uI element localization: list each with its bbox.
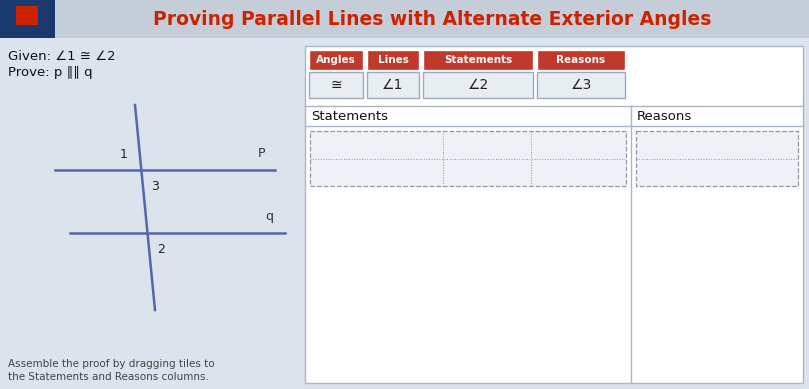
Text: Reasons: Reasons xyxy=(557,55,606,65)
Text: Prove: p ∥∥ q: Prove: p ∥∥ q xyxy=(8,66,92,79)
Text: 2: 2 xyxy=(158,242,165,256)
Text: Statements: Statements xyxy=(311,110,388,123)
Bar xyxy=(309,72,363,98)
Bar xyxy=(16,6,39,25)
Bar xyxy=(367,72,419,98)
Text: ∠1: ∠1 xyxy=(383,78,404,92)
Bar xyxy=(305,46,803,383)
Bar xyxy=(537,50,625,70)
Text: Given: ∠1 ≅ ∠2: Given: ∠1 ≅ ∠2 xyxy=(8,50,116,63)
Text: 3: 3 xyxy=(151,179,159,193)
Text: Statements: Statements xyxy=(444,55,512,65)
Text: ∠3: ∠3 xyxy=(570,78,591,92)
Bar xyxy=(0,0,55,38)
Bar xyxy=(423,50,533,70)
Bar xyxy=(423,72,533,98)
Text: ∠2: ∠2 xyxy=(468,78,489,92)
Text: Reasons: Reasons xyxy=(637,110,693,123)
Bar xyxy=(0,0,809,38)
Text: q: q xyxy=(265,210,273,223)
Text: Angles: Angles xyxy=(316,55,356,65)
Bar xyxy=(636,131,798,186)
Bar xyxy=(537,72,625,98)
Bar xyxy=(367,50,419,70)
Bar xyxy=(309,50,363,70)
Text: ≅: ≅ xyxy=(330,78,342,92)
Bar xyxy=(310,131,626,186)
Text: 1: 1 xyxy=(120,147,127,161)
Text: Assemble the proof by dragging tiles to
the Statements and Reasons columns.: Assemble the proof by dragging tiles to … xyxy=(8,359,214,382)
Text: Proving Parallel Lines with Alternate Exterior Angles: Proving Parallel Lines with Alternate Ex… xyxy=(153,9,711,28)
Text: Lines: Lines xyxy=(378,55,409,65)
Text: P: P xyxy=(258,147,265,160)
